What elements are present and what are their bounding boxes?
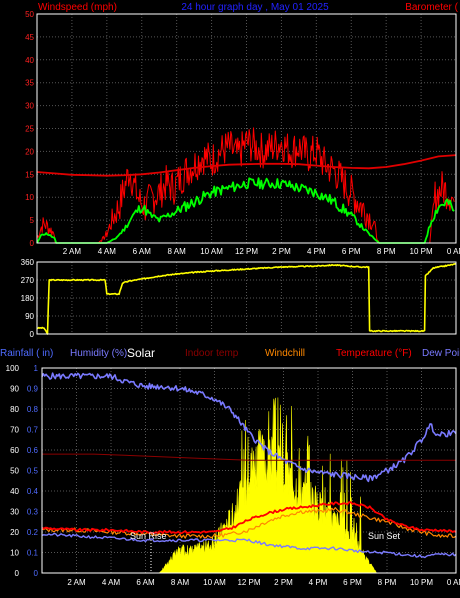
y-tick-label: 0 [30, 330, 35, 339]
y-tick-label: 40 [25, 56, 34, 65]
legend-rainfall: Rainfall ( in) [0, 348, 53, 359]
y-tick-label: 0.4 [27, 487, 39, 496]
y-tick-label: 70 [10, 426, 19, 435]
barometer-line [36, 154, 457, 177]
y-tick-label: 10 [25, 193, 34, 202]
windspeed-axis-title: Windspeed (mph) [38, 2, 117, 13]
x-tick-label: 4 AM [102, 578, 121, 587]
sunset-label: Sun Set [368, 531, 401, 541]
legend: Rainfall ( in) Humidity (%) Solar Indoor… [0, 346, 460, 360]
wind-grid [37, 14, 456, 243]
y-tick-label: 90 [25, 312, 34, 321]
x-tick-label: 2 PM [274, 578, 293, 587]
weather-x-ticks: 2 AM 4 AM 6 AM 8 AM 10 AM 12 PM 2 PM 4 PM 6 PM 8 … [67, 578, 460, 587]
x-tick-label: 10 AM [203, 578, 226, 587]
x-tick-label: 6 PM [343, 578, 362, 587]
y-tick-label: 50 [25, 10, 34, 19]
y-tick-label: 0.1 [27, 549, 39, 558]
humidity-y-ticks: 0 10 20 30 40 50 60 70 80 90 100 [6, 364, 20, 578]
sunrise-label: Sun Rise [130, 531, 167, 541]
rainfall-y-ticks: 0 0.1 0.2 0.3 0.4 0.5 0.6 0.7 0.8 0.9 1 [27, 364, 39, 578]
x-tick-label: 10 PM [410, 247, 433, 256]
x-tick-label: 6 PM [342, 247, 361, 256]
x-tick-label: 8 AM [171, 578, 190, 587]
y-tick-label: 90 [10, 385, 19, 394]
legend-humidity: Humidity (%) [70, 348, 127, 359]
y-tick-label: 0.5 [27, 467, 39, 476]
legend-windchill: Windchill [265, 348, 305, 359]
x-tick-label: 12 PM [237, 578, 260, 587]
wind-panel-frame [36, 13, 457, 244]
y-tick-label: 5 [30, 216, 35, 225]
x-tick-label: 4 PM [309, 578, 328, 587]
weather-panel-frame [41, 367, 457, 574]
x-tick-label: 4 PM [307, 247, 326, 256]
y-tick-label: 0.8 [27, 405, 39, 414]
x-tick-label: 6 AM [136, 578, 155, 587]
y-tick-label: 50 [10, 467, 19, 476]
y-tick-label: 180 [21, 294, 35, 303]
legend-solar: Solar [127, 346, 155, 360]
temperature-line [41, 501, 457, 535]
y-tick-label: 100 [6, 364, 20, 373]
y-tick-label: 0.6 [27, 446, 39, 455]
chart-title: 24 hour graph day , May 01 2025 [181, 2, 329, 13]
legend-dew-point: Dew Point [422, 348, 460, 359]
y-tick-label: 30 [10, 508, 19, 517]
y-tick-label: 20 [25, 147, 34, 156]
y-tick-label: 45 [25, 33, 34, 42]
x-tick-label: 2 PM [272, 247, 291, 256]
y-tick-label: 360 [21, 258, 35, 267]
wind-x-ticks: 2 AM 4 AM 6 AM 8 AM 10 AM 12 PM 2 PM 4 PM 6 PM 8 … [63, 247, 460, 256]
wind-y-ticks: 0 5 10 15 20 25 30 35 40 45 50 [25, 10, 34, 248]
x-tick-label: 10 AM [200, 247, 223, 256]
x-tick-label: 8 PM [378, 578, 397, 587]
y-tick-label: 60 [10, 446, 19, 455]
x-tick-label: 12 PM [235, 247, 258, 256]
x-tick-label: 10 PM [410, 578, 433, 587]
y-tick-label: 0 [15, 569, 20, 578]
direction-series [36, 262, 457, 335]
direction-panel-frame [36, 261, 457, 335]
y-tick-label: 0.7 [27, 426, 39, 435]
x-tick-label: 0 AM [447, 247, 460, 256]
y-tick-label: 1 [34, 364, 39, 373]
y-tick-label: 0 [30, 239, 35, 248]
y-tick-label: 15 [25, 170, 34, 179]
x-tick-label: 8 AM [168, 247, 187, 256]
y-tick-label: 40 [10, 487, 19, 496]
y-tick-label: 0 [34, 569, 39, 578]
y-tick-label: 25 [25, 125, 34, 134]
y-tick-label: 35 [25, 79, 34, 88]
y-tick-label: 0.2 [27, 528, 39, 537]
legend-temperature: Temperature (°F) [336, 348, 412, 359]
x-tick-label: 0 AM [447, 578, 460, 587]
y-tick-label: 80 [10, 405, 19, 414]
y-tick-label: 0.3 [27, 508, 39, 517]
y-tick-label: 0.9 [27, 385, 39, 394]
y-tick-label: 30 [25, 102, 34, 111]
barometer-axis-title: Barometer ( [405, 2, 458, 13]
direction-y-ticks: 0 90 180 270 360 [21, 258, 35, 339]
y-tick-label: 10 [10, 549, 19, 558]
y-tick-label: 20 [10, 528, 19, 537]
weather-series [41, 372, 457, 574]
legend-indoor-temp: Indoor temp [185, 348, 239, 359]
x-tick-label: 4 AM [98, 247, 117, 256]
x-tick-label: 2 AM [63, 247, 82, 256]
x-tick-label: 6 AM [133, 247, 152, 256]
x-tick-label: 2 AM [67, 578, 86, 587]
direction-line [36, 262, 457, 335]
dewpoint-line [41, 532, 457, 559]
humidity-line [41, 372, 457, 483]
y-tick-label: 270 [21, 276, 35, 285]
indoor-line [42, 453, 456, 461]
x-tick-label: 8 PM [377, 247, 396, 256]
